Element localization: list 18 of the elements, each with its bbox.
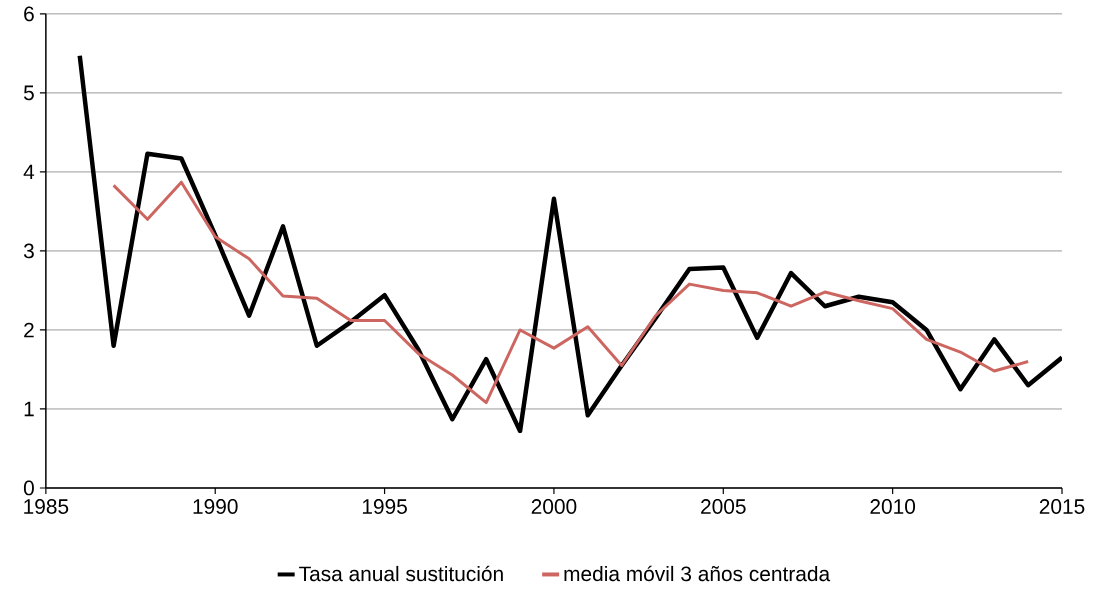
x-tick-label: 2010 [870, 499, 916, 514]
y-tick-label: 1 [24, 401, 34, 417]
legend-label: Tasa anual sustitución [299, 565, 503, 582]
y-tick-label: 2 [24, 322, 34, 338]
line-series [112, 180, 1030, 405]
y-tick-label: 0 [23, 480, 34, 496]
x-tick-label: 1990 [193, 499, 238, 514]
legend-label: media móvil 3 años centrada [564, 565, 831, 582]
y-tick-label: 5 [23, 85, 34, 101]
y-tick-label: 6 [24, 6, 34, 22]
x-tick-label: 1985 [24, 499, 69, 514]
y-tick-label: 3 [23, 243, 34, 259]
x-tick-label: 2005 [701, 499, 746, 514]
y-tick-label: 4 [23, 164, 35, 180]
line-series [77, 53, 1063, 434]
x-tick-label: 2000 [531, 499, 577, 514]
x-tick-label: 1995 [362, 499, 407, 514]
x-tick-label: 2015 [1039, 499, 1085, 514]
